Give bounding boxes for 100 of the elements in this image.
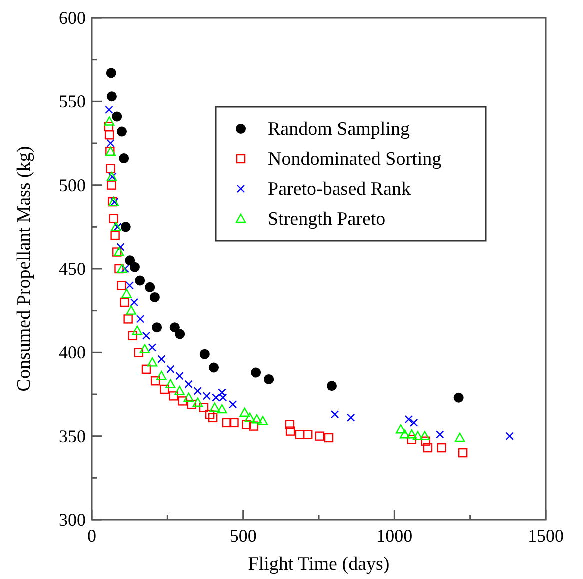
point — [406, 430, 418, 439]
point — [160, 384, 170, 394]
point — [251, 368, 262, 378]
point — [122, 289, 132, 298]
point — [423, 443, 433, 453]
point — [178, 396, 188, 406]
x-tick-label: 500 — [230, 526, 257, 546]
point — [315, 432, 325, 441]
point — [142, 332, 151, 340]
x-tick-label: 1000 — [376, 526, 413, 546]
point — [128, 331, 138, 341]
point — [407, 435, 417, 444]
point — [158, 355, 166, 364]
point — [437, 443, 446, 453]
y-tick-label: 400 — [59, 342, 86, 363]
point — [106, 92, 117, 102]
point — [104, 122, 114, 132]
point — [400, 430, 410, 439]
point — [199, 403, 209, 412]
point — [324, 433, 334, 443]
point — [222, 418, 232, 428]
y-tick-label: 500 — [59, 175, 86, 196]
point — [126, 282, 134, 290]
point — [166, 379, 176, 389]
point — [240, 408, 250, 418]
point — [156, 370, 167, 380]
point — [420, 431, 430, 440]
y-axis-title: Consumed Propellant Mass (kg) — [14, 146, 35, 392]
point — [327, 381, 338, 392]
point — [114, 247, 124, 256]
point — [117, 264, 128, 274]
point — [120, 298, 130, 308]
x-tick-label: 0 — [88, 526, 96, 546]
point — [249, 422, 259, 431]
point — [264, 374, 274, 384]
point — [208, 362, 219, 373]
point — [404, 416, 413, 424]
point — [166, 365, 175, 374]
point — [114, 264, 124, 274]
point — [134, 348, 144, 358]
point — [242, 420, 252, 430]
point — [130, 298, 138, 307]
point — [176, 372, 184, 380]
point — [396, 424, 406, 434]
point — [112, 248, 122, 257]
point — [244, 412, 256, 422]
point — [145, 282, 156, 292]
point — [125, 256, 136, 266]
point — [106, 68, 116, 78]
point — [346, 414, 356, 422]
point — [116, 243, 125, 252]
point — [120, 222, 131, 232]
y-tick-label: 350 — [59, 426, 86, 446]
point — [175, 329, 186, 340]
point — [286, 426, 296, 436]
point — [135, 276, 146, 286]
point — [218, 388, 226, 397]
y-tick-label: 550 — [59, 92, 86, 112]
point — [109, 214, 118, 224]
y-tick-label: 300 — [59, 510, 86, 530]
point — [136, 315, 145, 324]
point — [142, 364, 152, 374]
point — [258, 416, 268, 426]
legend-label: Nondominated Sorting — [268, 149, 442, 170]
point — [121, 264, 130, 274]
point — [105, 106, 114, 114]
point — [130, 262, 140, 272]
point — [106, 164, 116, 174]
point — [252, 414, 262, 424]
point — [410, 418, 418, 428]
point — [458, 448, 468, 458]
point — [124, 314, 133, 324]
x-tick-label: 1500 — [528, 526, 564, 546]
point — [169, 392, 178, 401]
point — [170, 322, 180, 333]
point — [184, 392, 194, 402]
point — [230, 418, 239, 428]
point — [187, 400, 196, 410]
point — [205, 410, 215, 420]
y-tick-label: 450 — [59, 259, 86, 279]
point — [112, 112, 122, 122]
point — [454, 392, 464, 403]
point — [200, 349, 210, 360]
point — [421, 436, 430, 446]
point — [295, 430, 305, 440]
point — [126, 306, 136, 315]
point — [208, 413, 218, 423]
point — [285, 420, 295, 430]
point — [104, 116, 115, 126]
point — [150, 292, 160, 302]
point — [140, 344, 150, 354]
point — [111, 222, 122, 232]
point — [148, 344, 157, 352]
legend-label: Pareto-based Rank — [268, 179, 412, 200]
x-axis-title: Flight Time (days) — [248, 554, 390, 575]
point — [174, 386, 185, 396]
point — [330, 410, 340, 419]
point — [114, 223, 122, 232]
point — [152, 322, 162, 333]
point — [110, 230, 120, 240]
